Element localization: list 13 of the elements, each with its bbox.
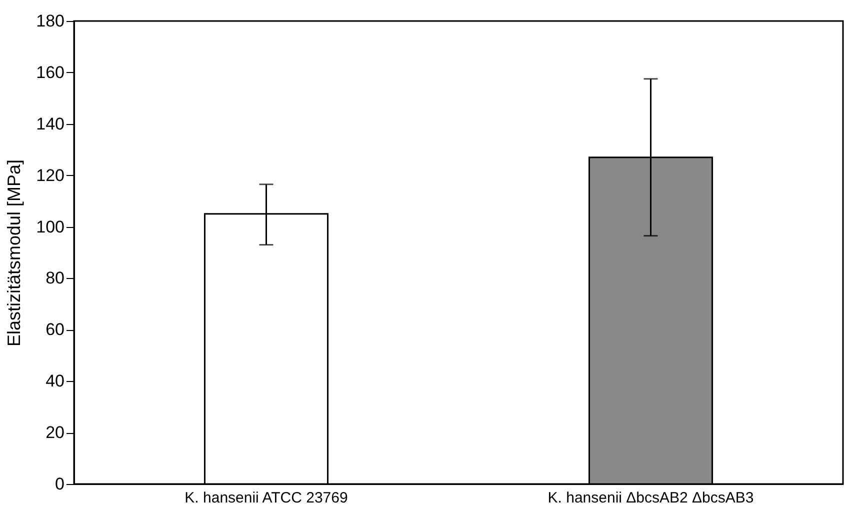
y-tick-label: 20 <box>46 423 64 442</box>
y-tick-label: 160 <box>36 62 64 82</box>
y-tick-label: 100 <box>36 217 64 236</box>
x-tick-label: K. hansenii ΔbcsAB2 ΔbcsAB3 <box>548 490 754 506</box>
y-tick-label: 60 <box>46 320 64 340</box>
y-tick-label: 40 <box>46 372 64 391</box>
y-axis-title: Elastizitätsmodul [MPa] <box>4 159 24 347</box>
y-tick-label: 80 <box>46 268 64 288</box>
x-tick-label: K. hansenii ATCC 23769 <box>184 490 348 506</box>
y-tick-label: 120 <box>36 166 64 185</box>
y-tick-label: 180 <box>36 12 64 30</box>
y-tick-label: 0 <box>55 474 64 494</box>
y-tick-label: 140 <box>36 114 64 134</box>
